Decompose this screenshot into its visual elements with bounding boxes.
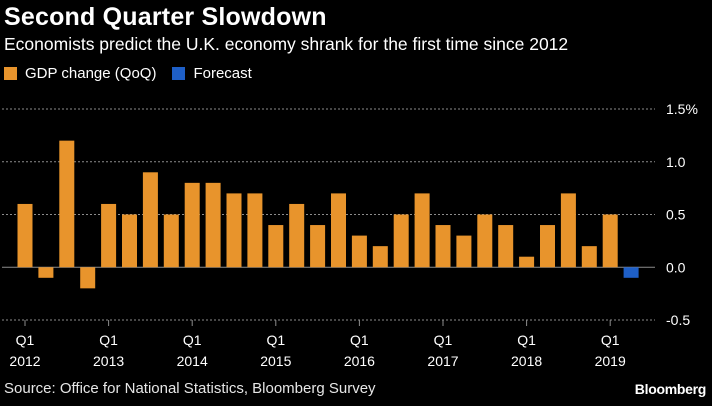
chart-subtitle: Economists predict the U.K. economy shra… [4, 34, 569, 54]
bar [602, 214, 618, 268]
bar [122, 214, 137, 268]
x-tick-quarter-label: Q1 [16, 332, 35, 348]
bar [59, 140, 75, 268]
bar [581, 246, 597, 268]
bar [560, 193, 576, 268]
legend-swatch-forecast [172, 67, 186, 80]
source-note: Source: Office for National Statistics, … [4, 380, 376, 397]
bar [519, 256, 535, 268]
forecast-bar [623, 267, 639, 278]
legend: GDP change (QoQ) Forecast [4, 65, 268, 82]
bar [289, 203, 305, 268]
bar [268, 225, 284, 268]
x-tick-year-label: 2019 [595, 353, 626, 369]
bar [414, 193, 430, 268]
x-tick-quarter-label: Q1 [601, 332, 620, 348]
x-tick-year-label: 2014 [177, 353, 208, 369]
bloomberg-logo: Bloomberg [634, 381, 707, 397]
x-tick-year-label: 2012 [9, 353, 40, 369]
legend-swatch-gdp [4, 67, 17, 80]
bar [498, 225, 514, 268]
bar [477, 214, 493, 268]
x-tick-year-label: 2017 [427, 353, 458, 369]
bar [17, 203, 33, 268]
legend-item-gdp: GDP change (QoQ) [4, 65, 156, 82]
bar [163, 214, 179, 268]
bar [540, 225, 555, 268]
chart-title: Second Quarter Slowdown [4, 3, 327, 31]
bar [247, 193, 263, 268]
bar [310, 225, 326, 268]
bar [226, 193, 242, 268]
x-tick-quarter-label: Q1 [99, 332, 118, 348]
bar [205, 182, 221, 268]
y-tick-label: 1.5% [666, 101, 698, 117]
bar [80, 267, 96, 289]
x-tick-quarter-label: Q1 [350, 332, 369, 348]
bar [331, 193, 346, 268]
x-tick-quarter-label: Q1 [517, 332, 536, 348]
bar [393, 214, 409, 268]
bar [101, 203, 117, 268]
x-tick-year-label: 2016 [344, 353, 375, 369]
y-tick-label: 0.5 [666, 207, 686, 223]
bar [372, 246, 388, 268]
bar [351, 235, 367, 268]
x-tick-year-label: 2015 [260, 353, 291, 369]
y-tick-label: 0.0 [666, 259, 686, 275]
x-tick-quarter-label: Q1 [434, 332, 453, 348]
y-tick-label: -0.5 [666, 312, 690, 328]
x-tick-quarter-label: Q1 [266, 332, 285, 348]
legend-label-gdp: GDP change (QoQ) [25, 65, 157, 82]
x-tick-year-label: 2018 [511, 353, 542, 369]
legend-label-forecast: Forecast [193, 65, 252, 82]
bar [456, 235, 472, 268]
bar [184, 182, 200, 268]
legend-item-forecast: Forecast [172, 65, 252, 82]
bar [142, 172, 158, 268]
x-tick-year-label: 2013 [93, 353, 124, 369]
y-tick-label: 1.0 [666, 154, 686, 170]
x-tick-quarter-label: Q1 [183, 332, 202, 348]
bar [435, 225, 451, 268]
bar [38, 267, 54, 278]
